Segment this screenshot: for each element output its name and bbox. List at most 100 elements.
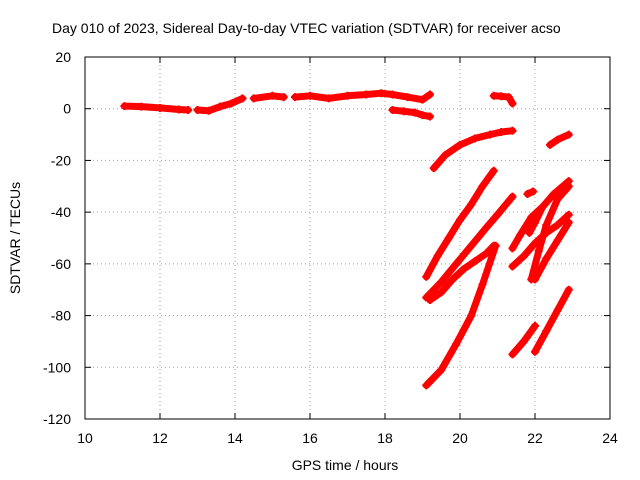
data-point (508, 99, 517, 108)
data-point (542, 254, 551, 263)
series-track (422, 242, 500, 389)
y-tick-label: 0 (63, 101, 71, 117)
x-tick-label: 10 (77, 430, 93, 446)
plot-frame (84, 56, 611, 420)
data-point (156, 103, 164, 112)
data-point (422, 272, 431, 281)
y-tick-label: -80 (51, 308, 71, 324)
data-point (456, 215, 464, 224)
y-tick-label: -60 (51, 256, 71, 272)
data-point (508, 126, 517, 135)
data-point (478, 182, 487, 191)
data-point (564, 210, 573, 219)
data-point (377, 89, 386, 98)
data-point (519, 252, 528, 261)
y-tick-label: -40 (51, 204, 71, 220)
series-track (291, 89, 434, 104)
x-tick-label: 22 (527, 430, 543, 446)
data-point (497, 127, 506, 136)
data-point (437, 288, 446, 297)
data-point (193, 106, 202, 115)
data-point (324, 94, 333, 103)
data-point (343, 91, 352, 100)
data-point (388, 106, 397, 115)
data-point (531, 275, 539, 284)
data-point (564, 130, 573, 139)
x-tick-label: 12 (152, 430, 168, 446)
data-point (174, 105, 183, 114)
data-point (388, 90, 397, 99)
data-series (120, 89, 573, 390)
series-track-d (291, 89, 434, 104)
data-point (426, 296, 434, 305)
series-track-e (388, 106, 434, 121)
data-point (564, 285, 573, 294)
x-tick-label: 20 (452, 430, 468, 446)
data-point (184, 106, 193, 115)
data-point (538, 202, 547, 211)
data-point (437, 365, 446, 374)
data-point (216, 102, 224, 111)
data-point (452, 340, 461, 349)
x-tick-label: 24 (602, 430, 618, 446)
x-axis-label: GPS time / hours (292, 457, 399, 473)
data-point (531, 218, 539, 227)
data-point (497, 92, 506, 101)
data-point (486, 130, 494, 139)
data-point (478, 280, 487, 289)
data-point (456, 140, 464, 149)
data-point (429, 164, 438, 173)
data-point (448, 275, 457, 284)
y-tick-label: 20 (55, 49, 71, 65)
data-point (553, 236, 562, 245)
data-point (433, 252, 442, 261)
data-point (399, 107, 408, 116)
data-point (459, 265, 468, 274)
data-point (553, 195, 562, 204)
data-point (471, 134, 479, 143)
data-point (564, 182, 573, 191)
series-track-k (422, 241, 500, 390)
data-point (542, 327, 551, 336)
data-point (489, 91, 498, 100)
series-track-h (422, 166, 498, 281)
series-track-a (120, 102, 193, 115)
series-track-o (525, 202, 547, 237)
data-point (291, 93, 299, 102)
data-point (437, 277, 446, 286)
data-point (238, 94, 247, 103)
data-point (441, 151, 449, 160)
data-point (279, 93, 288, 102)
grid-lines (85, 57, 610, 419)
x-tick-label: 16 (302, 430, 318, 446)
y-tick-label: -20 (51, 152, 71, 168)
data-point (227, 99, 236, 108)
data-point (418, 95, 427, 104)
y-axis-label: SDTVAR / TECUs (7, 182, 23, 294)
series-track-t (546, 130, 573, 149)
series-track-q (508, 321, 539, 359)
series-track-p (523, 187, 538, 199)
series-track (531, 219, 573, 283)
data-point (508, 192, 517, 201)
data-point (542, 221, 551, 230)
series-track-i (422, 192, 517, 302)
data-point (508, 244, 517, 253)
data-point (508, 262, 517, 271)
data-point (553, 221, 562, 230)
series-track-g (429, 126, 517, 173)
data-point (120, 102, 129, 111)
data-point (418, 111, 427, 120)
series-track (531, 286, 573, 356)
data-point (482, 223, 491, 232)
data-point (531, 321, 539, 330)
data-point (534, 246, 543, 255)
data-point (508, 350, 517, 359)
data-point (422, 381, 431, 390)
data-point (489, 166, 498, 175)
x-axis: 10 12 14 16 18 20 22 24 (77, 57, 618, 446)
y-tick-label: -100 (43, 359, 71, 375)
data-point (471, 257, 479, 266)
data-point (306, 91, 314, 100)
